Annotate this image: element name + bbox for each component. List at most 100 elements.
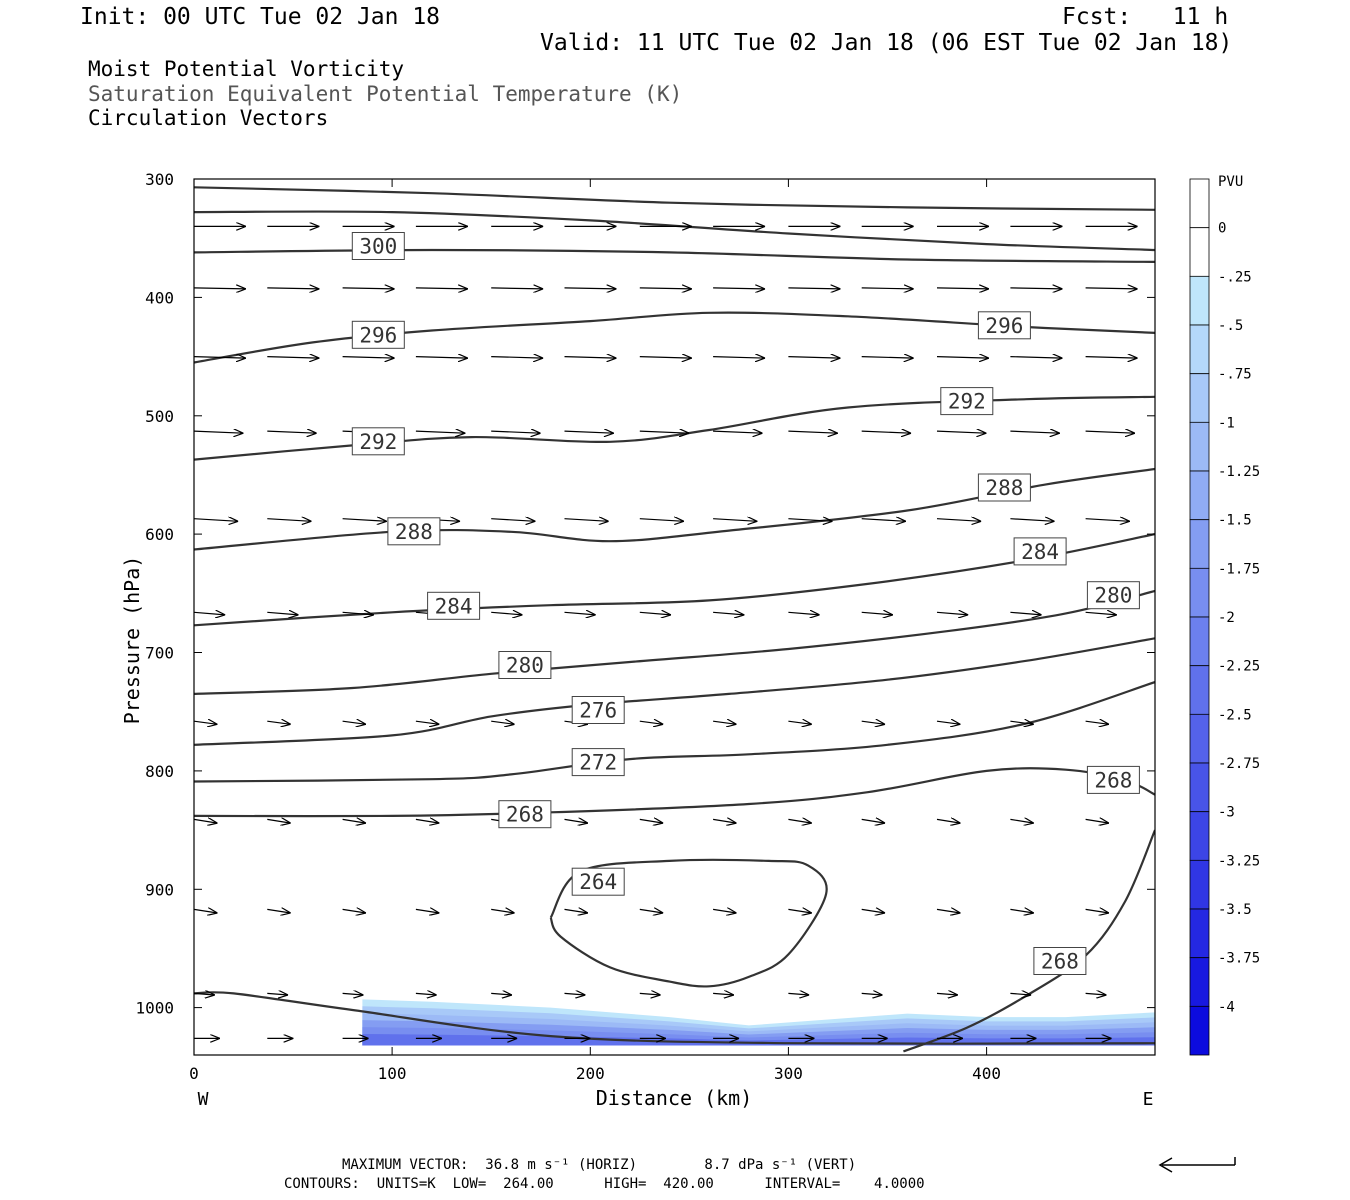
circulation-vector <box>267 612 298 615</box>
contour-label-box <box>1013 537 1067 566</box>
circulation-vector <box>936 993 958 995</box>
circulation-vector <box>491 288 543 289</box>
circulation-vector <box>788 431 837 433</box>
circulation-vector <box>861 612 893 615</box>
circulation-vector <box>267 431 316 433</box>
colorbar-label: -2 <box>1218 610 1235 626</box>
field-title-thetae: Saturation Equivalent Potential Temperat… <box>88 82 683 106</box>
colorbar-swatch <box>1189 908 1210 959</box>
contour-label: 288 <box>985 476 1023 500</box>
circulation-vector <box>713 357 765 359</box>
y-tick-label: 500 <box>145 407 174 426</box>
circulation-vector <box>936 612 968 615</box>
colorbar-swatch <box>1189 811 1210 861</box>
circulation-vector <box>564 288 617 289</box>
circulation-vector <box>194 357 246 359</box>
contour-label: 284 <box>435 594 473 618</box>
circulation-vector <box>342 612 374 615</box>
circulation-vector <box>788 909 811 913</box>
circulation-vector <box>1010 909 1033 913</box>
y-tick-label: 1000 <box>135 999 174 1018</box>
theta-e-contour-300 <box>194 210 1155 252</box>
colorbar-label: -1.5 <box>1218 513 1252 529</box>
circulation-vector <box>713 431 762 433</box>
circulation-vector <box>713 519 757 522</box>
contour-label-box <box>498 651 552 679</box>
contour-info-note: CONTOURS: UNITS=K LOW= 264.00 HIGH= 420.… <box>284 1176 925 1192</box>
colorbar-label: -1.75 <box>1218 561 1260 577</box>
colorbar-swatch <box>1189 324 1210 375</box>
field-title-mpv: Moist Potential Vorticity <box>88 57 405 81</box>
circulation-vector <box>415 357 468 359</box>
colorbar-label: -2.75 <box>1218 756 1260 772</box>
contour-label: 296 <box>359 323 397 347</box>
contour-label-box <box>1086 765 1140 794</box>
colorbar-label: -2.25 <box>1218 659 1260 675</box>
colorbar-label: -4 <box>1218 999 1235 1015</box>
circulation-vector <box>491 431 540 433</box>
init-time: Init: 00 UTC Tue 02 Jan 18 <box>80 4 441 30</box>
circulation-vector <box>861 909 885 913</box>
circulation-vector <box>194 612 225 615</box>
colorbar-swatch <box>1189 470 1210 521</box>
circulation-vector <box>491 721 514 724</box>
colorbar-swatch <box>1189 227 1210 277</box>
circulation-vector <box>1085 288 1138 289</box>
circulation-vector <box>639 357 692 359</box>
x-axis-label: Distance (km) <box>596 1086 753 1110</box>
theta-e-contour-292 <box>194 395 1155 461</box>
circulation-vector <box>491 357 543 359</box>
y-tick-label: 300 <box>145 170 174 189</box>
circulation-vector <box>788 819 811 823</box>
contour-label-box <box>498 800 552 829</box>
circulation-vector <box>1010 612 1041 615</box>
circulation-vector <box>1010 993 1031 995</box>
circulation-vector <box>415 721 439 724</box>
colorbar-unit: PVU <box>1218 174 1243 190</box>
contour-label-box <box>1086 581 1140 610</box>
circulation-vector <box>639 909 663 913</box>
circulation-vector <box>1085 357 1138 359</box>
circulation-vector <box>639 993 661 995</box>
x-end-label-west: W <box>198 1089 209 1110</box>
contour-label: 268 <box>1041 950 1079 974</box>
contour-label-box <box>351 320 405 349</box>
contour-label: 284 <box>1021 540 1059 564</box>
theta-e-contour-268 <box>194 767 1155 818</box>
x-tick-label: 300 <box>774 1064 803 1083</box>
circulation-vector <box>267 721 290 724</box>
contour-label: 272 <box>579 751 617 775</box>
field-title-vectors: Circulation Vectors <box>88 106 329 130</box>
x-tick-label: 100 <box>378 1064 407 1083</box>
colorbar-label: -1 <box>1218 415 1235 431</box>
circulation-vector <box>713 819 736 823</box>
circulation-vector <box>788 612 819 615</box>
contour-label-box <box>351 427 405 456</box>
colorbar-swatch <box>1189 713 1210 764</box>
circulation-vector <box>1085 519 1130 522</box>
theta-e-contour-300 <box>194 186 1155 211</box>
circulation-vector <box>564 909 588 913</box>
circulation-vector <box>564 612 596 615</box>
circulation-vector <box>194 431 243 433</box>
contour-label-box <box>427 591 481 620</box>
circulation-vector <box>936 288 989 289</box>
circulation-vector <box>491 612 522 615</box>
colorbar-swatch <box>1189 762 1210 813</box>
circulation-vector <box>639 721 663 724</box>
circulation-vector <box>861 431 911 433</box>
circulation-vector <box>639 519 684 522</box>
circulation-vector <box>1085 993 1107 995</box>
circulation-vector <box>861 819 885 823</box>
circulation-vector <box>267 819 290 823</box>
contour-label-box <box>571 867 625 896</box>
circulation-vector <box>342 288 395 289</box>
circulation-vector <box>564 431 614 433</box>
circulation-vector <box>788 721 811 724</box>
circulation-vector <box>1010 721 1033 724</box>
circulation-vector <box>936 909 960 913</box>
contour-label-box <box>351 232 405 260</box>
circulation-vector <box>564 819 588 823</box>
max-vector-note: MAXIMUM VECTOR: 36.8 m s⁻¹ (HORIZ) 8.7 d… <box>342 1157 857 1173</box>
